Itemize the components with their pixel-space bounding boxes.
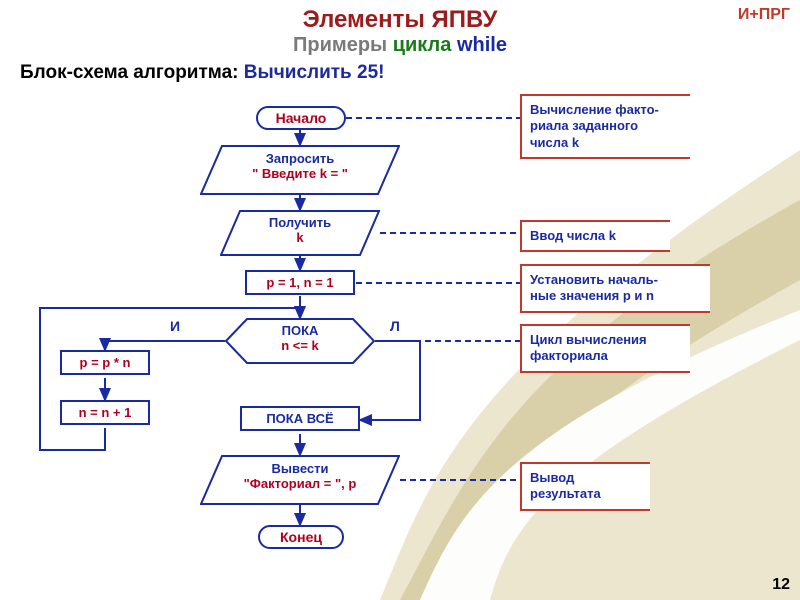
- note-4: Цикл вычисления факториала: [520, 324, 690, 373]
- node-inc-text: n = n + 1: [79, 405, 132, 420]
- node-mul-text: p = p * n: [80, 355, 131, 370]
- node-output: Вывести"Факториал = ", p: [200, 455, 400, 505]
- node-init: p = 1, n = 1: [245, 270, 355, 295]
- page-number: 12: [772, 576, 790, 594]
- node-request-l1: Запросить: [266, 151, 335, 166]
- node-mul: p = p * n: [60, 350, 150, 375]
- node-request: Запросить" Введите k = ": [200, 145, 400, 195]
- node-endwhile-text: ПОКА ВСЁ: [266, 411, 333, 426]
- node-output-l1: Вывести: [272, 461, 329, 476]
- label-false: Л: [390, 318, 400, 334]
- node-end: Конец: [258, 525, 344, 549]
- node-while-l1: ПОКА: [282, 323, 319, 338]
- node-init-text: p = 1, n = 1: [266, 275, 333, 290]
- node-endwhile: ПОКА ВСЁ: [240, 406, 360, 431]
- node-get-l1: Получить: [269, 215, 331, 230]
- note-1: Вычисление факто-риала заданногочисла k: [520, 94, 690, 159]
- note-5: Выводрезультата: [520, 462, 650, 511]
- note-2: Ввод числа k: [520, 220, 670, 252]
- node-request-l2: " Введите k = ": [252, 166, 348, 181]
- label-true: И: [170, 318, 180, 334]
- node-get: Получитьk: [220, 210, 380, 256]
- node-inc: n = n + 1: [60, 400, 150, 425]
- node-while-l2: n <= k: [281, 338, 319, 353]
- node-output-l2: "Факториал = ", p: [244, 476, 357, 491]
- note-3: Установить началь-ные значения p и n: [520, 264, 710, 313]
- node-start: Начало: [256, 106, 346, 130]
- node-get-l2: k: [296, 230, 303, 245]
- node-while: ПОКАn <= k: [225, 318, 375, 364]
